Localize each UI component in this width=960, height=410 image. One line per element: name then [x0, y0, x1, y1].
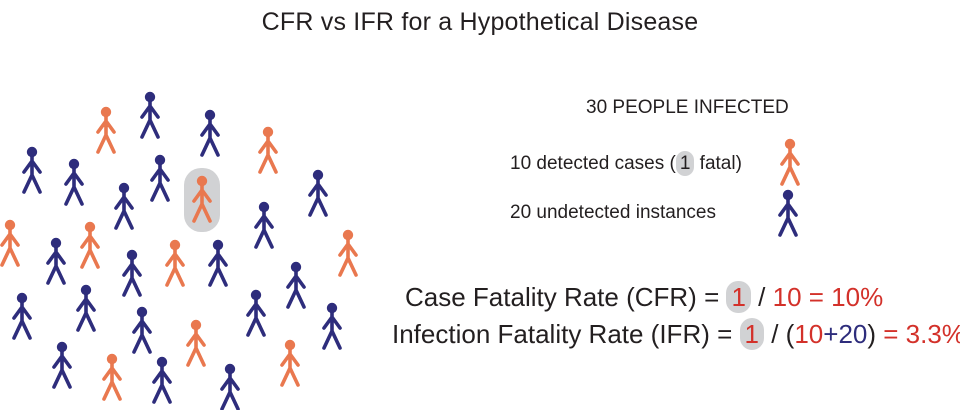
detected-person	[338, 229, 358, 277]
ifr-plus: +	[823, 319, 839, 349]
legend-undetected: 20 undetected instances	[510, 202, 716, 223]
detected-person	[780, 138, 800, 186]
undetected-person	[114, 182, 134, 230]
ifr-close-paren: )	[867, 319, 877, 349]
ifr-label: Infection Fatality Rate (IFR) =	[392, 319, 740, 349]
undetected-person	[132, 306, 152, 354]
legend-header: 30 PEOPLE INFECTED	[586, 97, 789, 118]
detected-person	[280, 339, 300, 387]
undetected-person	[140, 91, 160, 139]
detected-person	[192, 175, 212, 223]
fatal-case-badge: 1	[675, 151, 695, 176]
undetected-person	[12, 292, 32, 340]
ifr-formula: Infection Fatality Rate (IFR) = 1 / (10+…	[392, 318, 960, 350]
cfr-label: Case Fatality Rate (CFR) =	[405, 282, 727, 312]
cfr-formula: Case Fatality Rate (CFR) = 1 / 10 = 10%	[405, 281, 883, 313]
undetected-person	[152, 356, 172, 404]
detected-person-icon	[780, 138, 800, 186]
cfr-result: = 10%	[801, 282, 884, 312]
detected-person	[80, 221, 100, 269]
undetected-person	[286, 261, 306, 309]
undetected-person	[308, 169, 328, 217]
ifr-undetected-count: 20	[838, 319, 868, 349]
detected-person	[186, 319, 206, 367]
legend-detected: 10 detected cases (1 fatal)	[510, 151, 742, 176]
cfr-divider: /	[750, 282, 773, 312]
undetected-person	[150, 154, 170, 202]
undetected-person	[46, 237, 66, 285]
detected-person	[102, 353, 122, 401]
cfr-denominator: 10	[772, 282, 802, 312]
legend-detected-text: 10 detected cases (	[510, 153, 676, 174]
ifr-fatal-count: 1	[739, 318, 764, 350]
ifr-result: = 3.3%	[876, 319, 960, 349]
undetected-person	[122, 249, 142, 297]
undetected-person	[52, 341, 72, 389]
ifr-detected-count: 10	[794, 319, 824, 349]
detected-person	[96, 106, 116, 154]
undetected-person	[76, 284, 96, 332]
diagram-title: CFR vs IFR for a Hypothetical Disease	[261, 8, 699, 36]
undetected-person	[208, 239, 228, 287]
ifr-divider: / (	[763, 319, 795, 349]
undetected-person	[64, 158, 84, 206]
undetected-person	[778, 189, 798, 237]
undetected-person	[322, 302, 342, 350]
detected-person	[258, 126, 278, 174]
legend-detected-suffix: fatal)	[694, 153, 742, 174]
detected-person	[0, 219, 20, 267]
undetected-person	[246, 289, 266, 337]
undetected-person	[200, 109, 220, 157]
undetected-person	[254, 201, 274, 249]
undetected-person	[22, 146, 42, 194]
undetected-person-icon	[778, 189, 798, 237]
cfr-fatal-count: 1	[726, 281, 751, 313]
undetected-person	[220, 363, 240, 410]
detected-person	[165, 239, 185, 287]
